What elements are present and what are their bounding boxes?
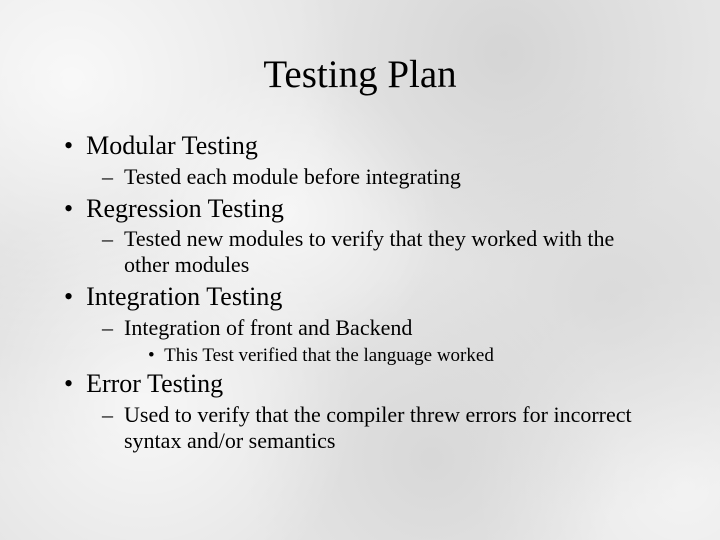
bullet-l2: Tested new modules to verify that they w… (102, 226, 660, 278)
bullet-l1: Error Testing (64, 369, 660, 400)
bullet-l2: Tested each module before integrating (102, 164, 660, 190)
bullet-l3: This Test verified that the language wor… (148, 345, 660, 367)
slide: Testing Plan Modular Testing Tested each… (0, 0, 720, 540)
bullet-l1: Regression Testing (64, 194, 660, 225)
bullet-list: Modular Testing Tested each module befor… (60, 131, 660, 454)
bullet-l1: Integration Testing (64, 282, 660, 313)
bullet-l2: Used to verify that the compiler threw e… (102, 402, 660, 454)
bullet-l1: Modular Testing (64, 131, 660, 162)
bullet-l2: Integration of front and Backend (102, 315, 660, 341)
slide-title: Testing Plan (60, 0, 660, 129)
